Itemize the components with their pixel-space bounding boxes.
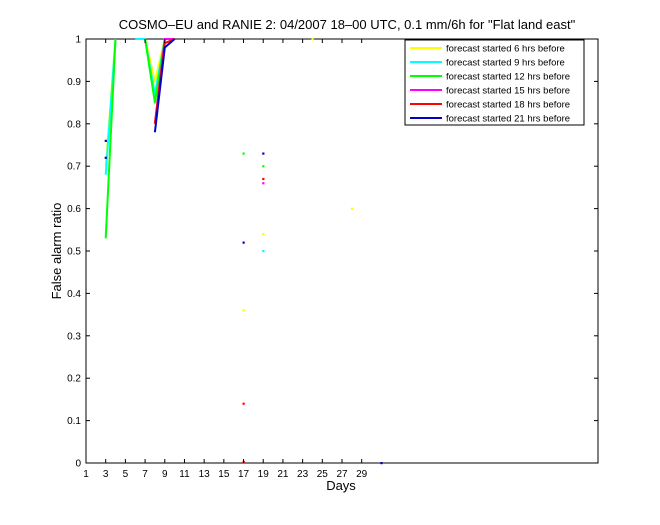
y-tick-label: 0.4 — [67, 289, 81, 300]
x-tick-label: 23 — [297, 469, 309, 480]
data-point — [262, 182, 265, 185]
x-axis-label: Days — [326, 478, 356, 493]
data-point — [311, 38, 314, 41]
marks-layer — [104, 38, 383, 465]
data-point — [242, 241, 245, 244]
x-tick-label: 5 — [123, 469, 129, 480]
data-point — [380, 462, 383, 465]
legend-label: forecast started 6 hrs before — [446, 44, 565, 55]
y-tick-label: 0.6 — [67, 204, 81, 215]
legend-box — [404, 39, 585, 126]
legend-label: forecast started 18 hrs before — [446, 100, 570, 111]
legend: forecast started 6 hrs before forecast st… — [404, 39, 585, 126]
data-point — [104, 156, 107, 159]
data-point — [242, 309, 245, 312]
y-axis-label: False alarm ratio — [49, 203, 64, 300]
y-tick-label: 0.8 — [67, 119, 81, 130]
legend-label: forecast started 9 hrs before — [446, 58, 565, 69]
x-tick-label: 29 — [356, 469, 368, 480]
data-point — [262, 165, 265, 168]
ticks-layer: 1 3 5 7 9 11 13 15 17 19 21 23 25 27 2900.10.20.30.40.… — [67, 35, 598, 480]
data-point — [262, 250, 265, 253]
legend-label: forecast started 21 hrs before — [446, 114, 570, 125]
chart-title: COSMO–EU and RANIE 2: 04/2007 18–00 UTC,… — [119, 17, 576, 32]
x-tick-label: 11 — [179, 469, 190, 480]
legend-label: forecast started 15 hrs before — [446, 86, 570, 97]
y-tick-label: 0.2 — [67, 374, 81, 385]
x-tick-label: 15 — [218, 469, 230, 480]
x-tick-label: 9 — [162, 469, 168, 480]
x-tick-label: 1 — [83, 469, 89, 480]
y-tick-label: 0.1 — [67, 416, 81, 427]
data-point — [262, 233, 265, 236]
x-tick-label: 3 — [103, 469, 109, 480]
data-point — [350, 207, 354, 210]
data-point — [262, 177, 265, 181]
x-tick-label: 7 — [142, 469, 148, 480]
y-tick-label: 1 — [75, 35, 81, 46]
legend-label: forecast started 12 hrs before — [446, 72, 570, 83]
x-tick-label: 27 — [336, 469, 348, 480]
x-tick-label: 21 — [277, 469, 289, 480]
data-point — [242, 152, 245, 155]
y-tick-label: 0.3 — [67, 331, 81, 342]
y-tick-label: 0.9 — [67, 77, 81, 88]
x-tick-label: 19 — [258, 469, 270, 480]
x-tick-label: 13 — [199, 469, 211, 480]
data-point — [104, 139, 107, 142]
y-tick-label: 0.7 — [67, 162, 81, 173]
x-tick-label: 17 — [238, 469, 250, 480]
y-tick-label: 0 — [75, 459, 81, 470]
series-line — [153, 38, 176, 133]
data-point — [242, 402, 245, 405]
data-point — [262, 152, 265, 155]
series-line — [104, 38, 117, 239]
x-tick-label: 25 — [317, 469, 329, 480]
series-6 — [104, 38, 383, 465]
y-tick-label: 0.5 — [67, 247, 81, 258]
